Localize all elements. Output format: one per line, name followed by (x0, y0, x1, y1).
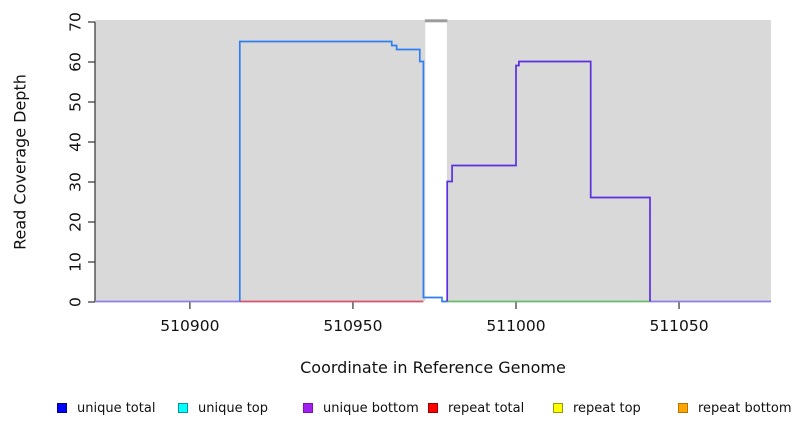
y-tick-label: 70 (67, 12, 85, 32)
legend-label: unique total (77, 400, 156, 416)
legend-swatch-icon (303, 403, 313, 413)
x-tick-label: 511050 (649, 317, 708, 335)
legend-item-unique-bottom: unique bottom (303, 399, 419, 417)
legend-item-unique-total: unique total (57, 399, 155, 417)
legend-item-repeat-total: repeat total (428, 399, 524, 417)
y-tick-label: 40 (67, 132, 85, 152)
x-axis-title: Coordinate in Reference Genome (300, 358, 566, 377)
x-tick-label: 510900 (160, 317, 219, 335)
chart-legend: unique total unique top unique bottom repea… (0, 399, 792, 419)
legend-swatch-icon (178, 403, 188, 413)
plot-background-right (446, 20, 771, 301)
legend-swatch-icon (428, 403, 438, 413)
legend-label: repeat bottom (698, 400, 792, 416)
legend-swatch-icon (553, 403, 563, 413)
legend-label: unique bottom (323, 400, 419, 416)
legend-label: repeat total (448, 400, 525, 416)
plot-background-left (95, 20, 426, 301)
y-tick-label: 60 (67, 52, 85, 72)
legend-swatch-icon (678, 403, 688, 413)
series-unique-coverage-top-strand-block (238, 40, 447, 303)
legend-item-repeat-bottom: repeat bottom (678, 399, 792, 417)
legend-label: unique top (198, 400, 269, 416)
x-tick-label: 511000 (486, 317, 545, 335)
legend-label: repeat top (573, 400, 641, 416)
x-tick-label: 510950 (323, 317, 382, 335)
series-unique-coverage-bottom-strand-block (446, 60, 651, 302)
legend-item-repeat-top: repeat top (553, 399, 641, 417)
no-data-gap-cap (424, 19, 448, 23)
y-axis-title: Read Coverage Depth (10, 74, 30, 250)
legend-item-unique-top: unique top (178, 399, 268, 417)
y-tick-label: 30 (67, 172, 85, 192)
legend-swatch-icon (57, 403, 67, 413)
y-tick-label: 10 (67, 252, 85, 272)
y-tick-label: 0 (67, 297, 85, 307)
y-tick-label: 50 (67, 92, 85, 112)
y-tick-label: 20 (67, 212, 85, 232)
